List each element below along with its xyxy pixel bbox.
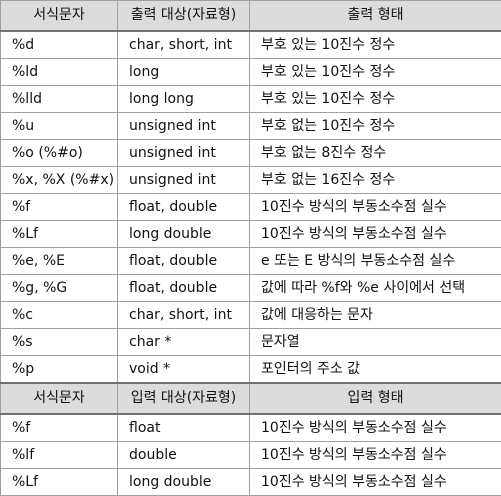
cell-data-type: float	[118, 414, 250, 442]
cell-specifier: %x, %X (%#x)	[1, 167, 118, 194]
cell-specifier: %Lf	[1, 221, 118, 248]
cell-data-type: char, short, int	[118, 302, 250, 329]
cell-format: 부호 없는 16진수 정수	[250, 167, 501, 194]
cell-specifier: %o (%#o)	[1, 140, 118, 167]
cell-format: 10진수 방식의 부동소수점 실수	[250, 414, 501, 442]
cell-format: 10진수 방식의 부동소수점 실수	[250, 221, 501, 248]
cell-format: 부호 없는 8진수 정수	[250, 140, 501, 167]
cell-specifier: %f	[1, 414, 118, 442]
cell-data-type: unsigned int	[118, 167, 250, 194]
cell-data-type: long long	[118, 86, 250, 113]
cell-data-type: double	[118, 442, 250, 469]
cell-format: 문자열	[250, 329, 501, 356]
cell-data-type: long double	[118, 469, 250, 496]
cell-data-type: long double	[118, 221, 250, 248]
cell-format: 값에 따라 %f와 %e 사이에서 선택	[250, 275, 501, 302]
cell-specifier: %lf	[1, 442, 118, 469]
cell-specifier: %c	[1, 302, 118, 329]
cell-specifier: %e, %E	[1, 248, 118, 275]
cell-specifier: %ld	[1, 59, 118, 86]
cell-specifier: %Lf	[1, 469, 118, 496]
cell-data-type: float, double	[118, 248, 250, 275]
cell-specifier: %p	[1, 356, 118, 384]
cell-data-type: long	[118, 59, 250, 86]
column-header-format: 입력 형태	[250, 383, 501, 414]
column-header-specifier: 서식문자	[1, 383, 118, 414]
cell-format: 부호 있는 10진수 정수	[250, 86, 501, 113]
column-header-data-type: 입력 대상(자료형)	[118, 383, 250, 414]
cell-format: 10진수 방식의 부동소수점 실수	[250, 442, 501, 469]
cell-specifier: %u	[1, 113, 118, 140]
cell-format: 값에 대응하는 문자	[250, 302, 501, 329]
cell-data-type: unsigned int	[118, 113, 250, 140]
column-header-format: 출력 형태	[250, 1, 501, 32]
cell-data-type: unsigned int	[118, 140, 250, 167]
cell-specifier: %f	[1, 194, 118, 221]
cell-format: 부호 없는 10진수 정수	[250, 113, 501, 140]
cell-specifier: %g, %G	[1, 275, 118, 302]
cell-data-type: float, double	[118, 194, 250, 221]
cell-data-type: char *	[118, 329, 250, 356]
cell-data-type: char, short, int	[118, 31, 250, 59]
cell-format: 10진수 방식의 부동소수점 실수	[250, 469, 501, 496]
cell-format: 포인터의 주소 값	[250, 356, 501, 384]
column-header-data-type: 출력 대상(자료형)	[118, 1, 250, 32]
cell-specifier: %d	[1, 31, 118, 59]
cell-data-type: void *	[118, 356, 250, 384]
cell-format: 부호 있는 10진수 정수	[250, 59, 501, 86]
cell-specifier: %lld	[1, 86, 118, 113]
cell-format: 부호 있는 10진수 정수	[250, 31, 501, 59]
cell-format: 10진수 방식의 부동소수점 실수	[250, 194, 501, 221]
cell-format: e 또는 E 방식의 부동소수점 실수	[250, 248, 501, 275]
column-header-specifier: 서식문자	[1, 1, 118, 32]
cell-specifier: %s	[1, 329, 118, 356]
cell-data-type: float, double	[118, 275, 250, 302]
